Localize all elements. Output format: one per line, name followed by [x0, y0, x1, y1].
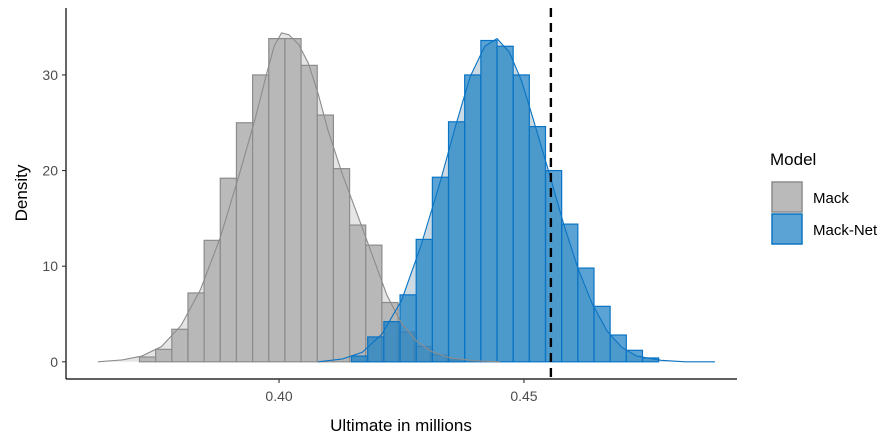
- bar-mack-net-7: [464, 74, 482, 363]
- x-tick-label: 0.40: [265, 388, 292, 404]
- bar-mack-8: [268, 37, 286, 363]
- bar-mack-net-17: [625, 349, 644, 363]
- bar-mack-0: [138, 356, 157, 363]
- bar-mack-net-16: [609, 334, 627, 363]
- y-tick-label: 20: [42, 163, 58, 179]
- bar-mack-9: [284, 37, 302, 363]
- bar-mack-net-10: [512, 74, 530, 363]
- bar-mack-net-11: [528, 125, 547, 363]
- bar-mack-12: [332, 168, 351, 363]
- y-tick-label: 0: [50, 354, 58, 370]
- bar-mack-net-15: [593, 305, 611, 363]
- bar-mack-6: [235, 122, 254, 363]
- bar-mack-net-9: [496, 45, 514, 363]
- legend: Model Mack Mack-Net: [770, 150, 878, 245]
- legend-key-mack-net: [771, 213, 803, 245]
- density-curve-mack: [97, 32, 500, 363]
- y-tick-label: 30: [42, 67, 58, 83]
- y-axis-ticks: 0 10 20 30: [42, 67, 66, 370]
- plot-panel: [97, 8, 715, 379]
- legend-label-mack: Mack: [813, 190, 849, 207]
- x-axis-ticks: 0.40 0.45: [265, 379, 538, 404]
- bar-mack-10: [300, 64, 318, 363]
- bar-mack-net-4: [415, 238, 433, 363]
- legend-label-mack-net: Mack-Net: [813, 222, 878, 239]
- bar-mack-1: [155, 348, 173, 363]
- legend-title: Model: [770, 150, 816, 169]
- bar-mack-net-14: [577, 267, 595, 363]
- bar-mack-net-12: [544, 169, 563, 363]
- bar-mack-net-8: [480, 39, 498, 363]
- x-tick-label: 0.45: [510, 388, 537, 404]
- bar-mack-net-13: [561, 223, 579, 363]
- bar-mack-5: [219, 177, 238, 363]
- bar-mack-3: [187, 292, 205, 363]
- bar-mack-net-5: [431, 176, 450, 363]
- legend-key-mack: [771, 181, 803, 213]
- bar-mack-11: [316, 114, 335, 363]
- bar-mack-2: [171, 328, 189, 363]
- y-axis-title: Density: [12, 164, 31, 221]
- bar-mack-net-6: [447, 121, 466, 363]
- histogram-bars-layer: [138, 37, 660, 363]
- bar-mack-net-3: [399, 294, 417, 363]
- density-line-layer: [97, 32, 715, 363]
- y-tick-label: 10: [42, 258, 58, 274]
- bar-mack-net-1: [367, 336, 385, 363]
- bar-mack-net-0: [350, 355, 369, 363]
- density-curve-mack-net: [318, 37, 715, 363]
- x-axis-title: Ultimate in millions: [330, 416, 472, 435]
- bar-mack-13: [348, 224, 367, 363]
